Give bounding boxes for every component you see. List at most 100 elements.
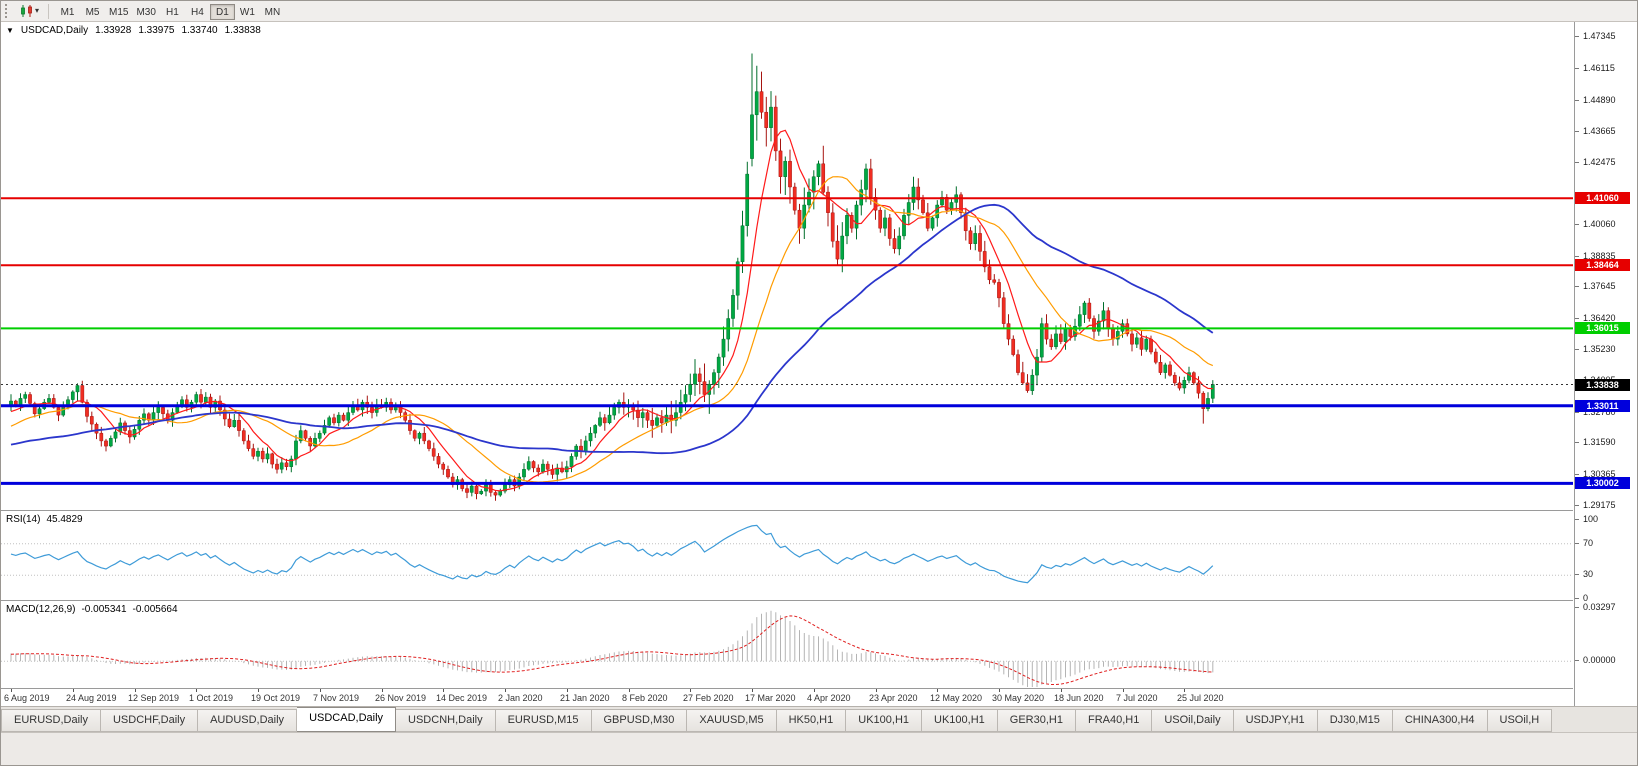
chart-tab-usdjpy-h1[interactable]: USDJPY,H1 bbox=[1233, 709, 1318, 732]
chart-ohlc-readout: ▼ USDCAD,Daily 1.33928 1.33975 1.33740 1… bbox=[6, 25, 261, 36]
axis-tickmark bbox=[1575, 412, 1579, 413]
timeframe-button-m1[interactable]: M1 bbox=[55, 4, 80, 20]
chart-tab-uk100-h1[interactable]: UK100,H1 bbox=[846, 709, 923, 732]
date-tickmark bbox=[73, 689, 74, 692]
close-value: 1.33838 bbox=[224, 25, 261, 36]
macd-signal-value: -0.005664 bbox=[132, 604, 178, 615]
price-tick-label: 1.43665 bbox=[1583, 126, 1616, 136]
chart-tab-audusd-daily[interactable]: AUDUSD,Daily bbox=[198, 709, 298, 732]
price-tick-label: 1.35230 bbox=[1583, 344, 1616, 354]
axis-tickmark bbox=[1575, 543, 1579, 544]
date-tick-label: 8 Feb 2020 bbox=[622, 693, 668, 703]
axis-tickmark bbox=[1575, 36, 1579, 37]
chart-tab-hk50-h1[interactable]: HK50,H1 bbox=[776, 709, 847, 732]
chart-tab-xauusd-m5[interactable]: XAUUSD,M5 bbox=[687, 709, 777, 732]
date-tickmark bbox=[258, 689, 259, 692]
timeframe-button-w1[interactable]: W1 bbox=[235, 4, 260, 20]
chart-tab-china300-h4[interactable]: CHINA300,H4 bbox=[1392, 709, 1488, 732]
axis-tickmark bbox=[1575, 224, 1579, 225]
high-value: 1.33975 bbox=[138, 25, 175, 36]
periods-toolbar: ▾ M1 M5 M15 M30 H1 H4 D1 W1 MN bbox=[1, 1, 1637, 22]
rsi-tick-label: 30 bbox=[1583, 569, 1594, 579]
status-bar-area bbox=[1, 732, 1637, 765]
date-tick-label: 27 Feb 2020 bbox=[683, 693, 734, 703]
price-axis[interactable]: 1.47345 1.46115 1.44890 1.43665 1.42475 1.400… bbox=[1574, 22, 1637, 706]
chart-tab-uk100-h1[interactable]: UK100,H1 bbox=[922, 709, 998, 732]
price-tick-label: 1.44890 bbox=[1583, 95, 1616, 105]
date-tick-label: 14 Dec 2019 bbox=[436, 693, 488, 703]
symbol-timeframe-label: USDCAD,Daily bbox=[20, 25, 89, 36]
timeframe-button-m5[interactable]: M5 bbox=[80, 4, 105, 20]
chart-tab-gbpusd-m30[interactable]: GBPUSD,M30 bbox=[591, 709, 688, 732]
timeframe-button-d1[interactable]: D1 bbox=[209, 4, 235, 20]
axis-tickmark bbox=[1575, 286, 1579, 287]
date-tickmark bbox=[1123, 689, 1124, 692]
timeframe-buttons-group: M1 M5 M15 M30 H1 H4 D1 W1 MN bbox=[55, 2, 285, 20]
rsi-tick-label: 100 bbox=[1583, 514, 1599, 524]
macd-name: MACD(12,26,9) bbox=[6, 604, 76, 615]
timeframe-button-mn[interactable]: MN bbox=[260, 4, 285, 20]
timeframe-button-m15[interactable]: M15 bbox=[105, 4, 132, 20]
time-axis[interactable]: 6 Aug 2019 24 Aug 2019 12 Sep 2019 1 Oct 20… bbox=[1, 688, 1573, 706]
price-tick-label: 1.30365 bbox=[1583, 469, 1616, 479]
price-chart-pane[interactable]: ▼ USDCAD,Daily 1.33928 1.33975 1.33740 1… bbox=[1, 22, 1573, 510]
price-level-badge: 1.38464 bbox=[1575, 259, 1630, 271]
rsi-indicator-pane[interactable]: RSI(14) 45.4829 bbox=[1, 510, 1573, 600]
timeframe-button-h1[interactable]: H1 bbox=[160, 4, 185, 20]
macd-canvas[interactable] bbox=[1, 601, 1573, 688]
date-tickmark bbox=[196, 689, 197, 692]
price-tick-label: 1.29175 bbox=[1583, 500, 1616, 510]
date-tickmark bbox=[690, 689, 691, 692]
date-tickmark bbox=[752, 689, 753, 692]
date-tick-label: 24 Aug 2019 bbox=[66, 693, 117, 703]
toolbar-drag-handle[interactable] bbox=[5, 4, 11, 18]
date-tickmark bbox=[1184, 689, 1185, 692]
price-chart-canvas[interactable] bbox=[1, 22, 1573, 510]
chart-tab-eurusd-daily[interactable]: EURUSD,Daily bbox=[1, 709, 101, 732]
chart-tab-usoil-h[interactable]: USOil,H bbox=[1487, 709, 1553, 732]
axis-tickmark bbox=[1575, 256, 1579, 257]
date-tickmark bbox=[382, 689, 383, 692]
low-value: 1.33740 bbox=[181, 25, 218, 36]
date-tick-label: 21 Jan 2020 bbox=[560, 693, 610, 703]
chart-tab-bar: EURUSD,Daily USDCHF,Daily AUDUSD,Daily USDC… bbox=[1, 706, 1637, 732]
timeframe-button-h4[interactable]: H4 bbox=[185, 4, 210, 20]
chart-tab-eurusd-m15[interactable]: EURUSD,M15 bbox=[495, 709, 592, 732]
chevron-down-icon: ▾ bbox=[35, 6, 40, 15]
rsi-tick-label: 0 bbox=[1583, 593, 1589, 603]
price-tick-label: 1.36420 bbox=[1583, 313, 1616, 323]
chart-tab-usdchf-daily[interactable]: USDCHF,Daily bbox=[100, 709, 199, 732]
macd-indicator-pane[interactable]: MACD(12,26,9) -0.005341 -0.005664 bbox=[1, 600, 1573, 688]
date-tick-label: 4 Apr 2020 bbox=[807, 693, 851, 703]
date-tick-label: 19 Oct 2019 bbox=[251, 693, 301, 703]
date-tickmark bbox=[11, 689, 12, 692]
timeframe-button-m30[interactable]: M30 bbox=[132, 4, 159, 20]
date-tickmark bbox=[1061, 689, 1062, 692]
date-tickmark bbox=[320, 689, 321, 692]
axis-tickmark bbox=[1575, 349, 1579, 350]
date-tickmark bbox=[999, 689, 1000, 692]
date-tickmark bbox=[567, 689, 568, 692]
axis-tickmark bbox=[1575, 162, 1579, 163]
chart-tab-fra40-h1[interactable]: FRA40,H1 bbox=[1075, 709, 1153, 732]
price-level-badge: 1.41060 bbox=[1575, 192, 1630, 204]
date-tick-label: 6 Aug 2019 bbox=[4, 693, 50, 703]
date-tickmark bbox=[814, 689, 815, 692]
macd-tick-label: 0.00000 bbox=[1583, 655, 1616, 665]
one-click-trading-toggle-icon[interactable]: ▼ bbox=[6, 25, 14, 35]
chart-tab-usoil-daily[interactable]: USOil,Daily bbox=[1152, 709, 1234, 732]
chart-type-button[interactable]: ▾ bbox=[16, 3, 42, 20]
price-tick-label: 1.31590 bbox=[1583, 437, 1616, 447]
chart-tab-usdcnh-daily[interactable]: USDCNH,Daily bbox=[396, 709, 496, 732]
date-tick-label: 7 Jul 2020 bbox=[1116, 693, 1158, 703]
chart-tab-ger30-h1[interactable]: GER30,H1 bbox=[997, 709, 1076, 732]
price-tick-label: 1.46115 bbox=[1583, 63, 1615, 73]
axis-tickmark bbox=[1575, 598, 1579, 599]
date-tick-label: 26 Nov 2019 bbox=[375, 693, 427, 703]
chart-tab-usdcad-daily[interactable]: USDCAD,Daily bbox=[297, 707, 397, 732]
price-level-badge: 1.33011 bbox=[1575, 400, 1630, 412]
chart-workspace: ▼ USDCAD,Daily 1.33928 1.33975 1.33740 1… bbox=[1, 22, 1637, 706]
rsi-canvas[interactable] bbox=[1, 511, 1573, 600]
chart-tab-dj30-m15[interactable]: DJ30,M15 bbox=[1317, 709, 1393, 732]
